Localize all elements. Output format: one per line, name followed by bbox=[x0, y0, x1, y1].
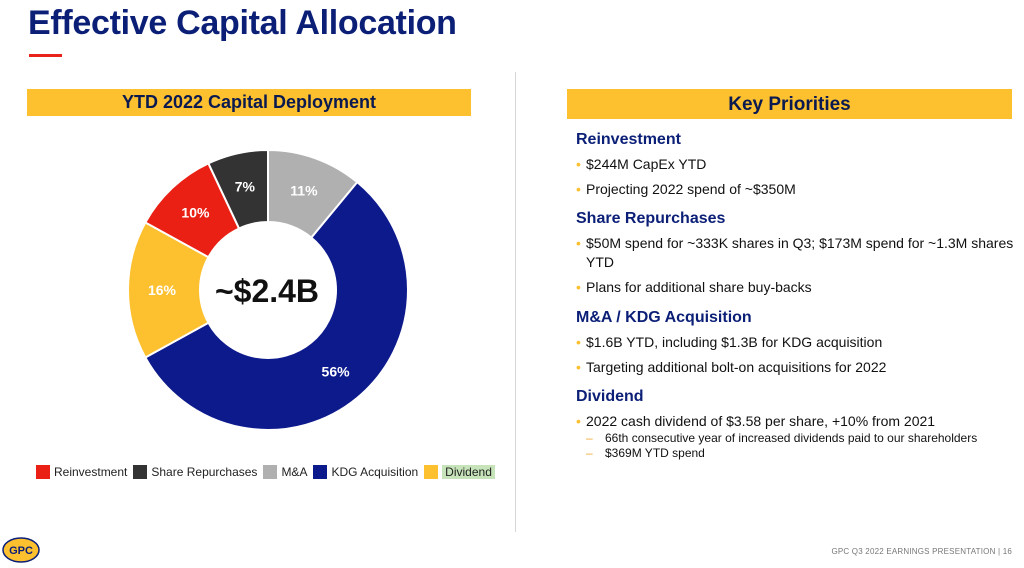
donut-slice-dividend bbox=[127, 221, 210, 359]
chart-banner: YTD 2022 Capital Deployment bbox=[27, 89, 471, 116]
legend-swatch bbox=[263, 465, 278, 479]
legend-swatch bbox=[313, 465, 328, 479]
bullet-item: $244M CapEx YTD bbox=[576, 155, 1016, 174]
legend-label: Share Repurchases bbox=[151, 465, 258, 479]
section-reinvestment: Reinvestment $244M CapEx YTD Projecting … bbox=[576, 131, 1016, 199]
donut-slice-kdg-acquisition bbox=[143, 180, 409, 431]
column-divider bbox=[515, 72, 516, 532]
legend-item: Reinvestment bbox=[36, 465, 127, 479]
legend-label: M&A bbox=[281, 465, 308, 479]
bullet-item: Targeting additional bolt-on acquisition… bbox=[576, 358, 1016, 377]
bullet-item: Plans for additional share buy-backs bbox=[576, 278, 1016, 297]
slice-value-label: 16% bbox=[148, 282, 177, 298]
bullet-item: $50M spend for ~333K shares in Q3; $173M… bbox=[576, 234, 1016, 272]
slice-value-label: 10% bbox=[181, 205, 210, 221]
bullet-item: 2022 cash dividend of $3.58 per share, +… bbox=[576, 412, 1016, 431]
slice-value-label: 56% bbox=[322, 364, 351, 380]
legend-label: Reinvestment bbox=[54, 465, 128, 479]
bullet-item: $1.6B YTD, including $1.3B for KDG acqui… bbox=[576, 333, 1016, 352]
section-dividend: Dividend 2022 cash dividend of $3.58 per… bbox=[576, 388, 1016, 461]
gpc-logo: GPC bbox=[2, 537, 42, 563]
bullet-item: Projecting 2022 spend of ~$350M bbox=[576, 180, 1016, 199]
sub-bullet-item: 66th consecutive year of increased divid… bbox=[576, 431, 1016, 446]
section-title: Dividend bbox=[576, 388, 644, 405]
chart-legend: Reinvestment Share Repurchases M&A KDG Acqu… bbox=[36, 463, 501, 481]
legend-swatch bbox=[424, 465, 439, 479]
priorities-panel: Reinvestment $244M CapEx YTD Projecting … bbox=[576, 131, 1016, 461]
legend-item: M&A bbox=[263, 465, 307, 479]
legend-item: Dividend bbox=[424, 465, 495, 479]
footer-text: GPC Q3 2022 EARNINGS PRESENTATION | 16 bbox=[831, 547, 1012, 556]
slice-value-label: 7% bbox=[235, 179, 256, 195]
slice-value-label: 11% bbox=[290, 182, 318, 198]
legend-swatch bbox=[36, 465, 50, 479]
donut-center-label: ~$2.4B bbox=[215, 273, 319, 309]
legend-item: KDG Acquisition bbox=[313, 465, 418, 479]
logo-text: GPC bbox=[9, 545, 33, 557]
legend-label: KDG Acquisition bbox=[331, 465, 419, 479]
legend-label: Dividend bbox=[442, 465, 495, 479]
title-underline bbox=[29, 54, 62, 57]
legend-swatch bbox=[133, 465, 148, 479]
section-ma-kdg: M&A / KDG Acquisition $1.6B YTD, includi… bbox=[576, 309, 1016, 377]
sub-bullet-item: $369M YTD spend bbox=[576, 446, 1016, 461]
donut-chart: 10% 7% 11% 56% 16% ~$2.4B bbox=[127, 148, 409, 431]
section-title: M&A / KDG Acquisition bbox=[576, 309, 752, 326]
legend-item: Share Repurchases bbox=[133, 465, 257, 479]
page-title: Effective Capital Allocation bbox=[28, 4, 457, 42]
section-title: Share Repurchases bbox=[576, 210, 726, 227]
section-share-repurchases: Share Repurchases $50M spend for ~333K s… bbox=[576, 210, 1016, 297]
priorities-banner: Key Priorities bbox=[567, 89, 1012, 119]
section-title: Reinvestment bbox=[576, 131, 681, 148]
